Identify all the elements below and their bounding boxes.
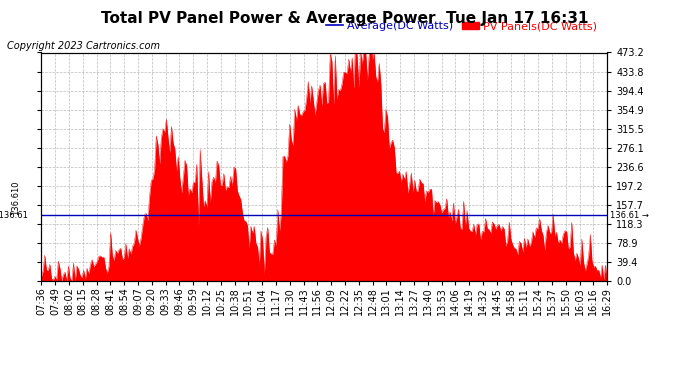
- Text: Copyright 2023 Cartronics.com: Copyright 2023 Cartronics.com: [7, 41, 160, 51]
- Text: 136.61 →: 136.61 →: [610, 211, 649, 220]
- Text: Total PV Panel Power & Average Power  Tue Jan 17 16:31: Total PV Panel Power & Average Power Tue…: [101, 11, 589, 26]
- Text: ← 136.61: ← 136.61: [0, 211, 28, 220]
- Text: 136.610: 136.610: [12, 181, 21, 215]
- Legend: Average(DC Watts), PV Panels(DC Watts): Average(DC Watts), PV Panels(DC Watts): [322, 17, 602, 36]
